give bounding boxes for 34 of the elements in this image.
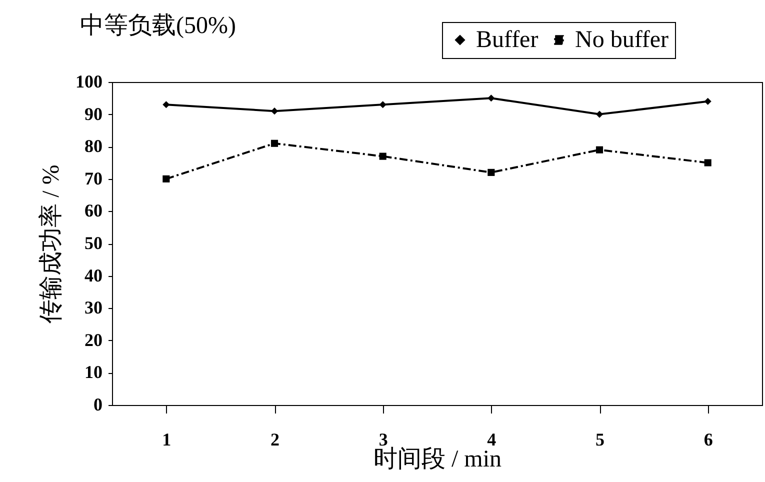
point: [596, 110, 604, 118]
point: [488, 94, 495, 102]
point: [270, 108, 278, 115]
y-axis-title: 传输成功率 / %: [38, 164, 64, 324]
legend-label: No buffer: [575, 27, 669, 53]
y-tick-label: 20: [84, 330, 102, 350]
y-tick-label: 60: [84, 200, 102, 221]
point: [162, 101, 170, 108]
point: [162, 175, 170, 182]
y-tick-label: 90: [84, 104, 102, 124]
y-tick-label: 40: [84, 265, 102, 286]
x-tick-label: 2: [270, 430, 280, 450]
point: [379, 101, 386, 108]
point: [704, 98, 712, 105]
y-tick-label: 10: [84, 362, 102, 382]
point: [596, 146, 604, 154]
x-tick-label: 6: [704, 430, 713, 450]
y-tick-label: 50: [84, 233, 102, 253]
x-tick-label: 5: [596, 430, 604, 450]
chart-title: 中等负载(50%): [80, 13, 236, 39]
y-tick-label: 0: [94, 394, 102, 414]
y-tick-label: 100: [76, 72, 102, 92]
point: [488, 168, 495, 176]
y-tick-label: 70: [84, 168, 102, 188]
x-tick-label: 3: [378, 430, 388, 450]
y-tick-label: 80: [84, 136, 102, 156]
y-tick-label: 30: [84, 298, 102, 318]
point: [704, 159, 712, 166]
x-tick-label: 1: [162, 430, 172, 450]
x-tick-label: 4: [487, 430, 496, 450]
x-axis-title: 时间段 / min: [373, 446, 502, 472]
legend-label: Buffer: [476, 27, 538, 53]
point: [379, 152, 386, 160]
point: [270, 140, 278, 147]
